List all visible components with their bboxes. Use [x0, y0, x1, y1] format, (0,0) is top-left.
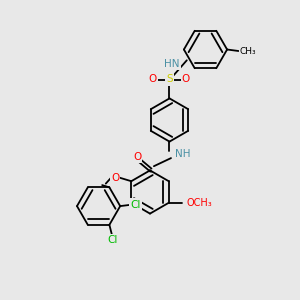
Text: OCH₃: OCH₃	[187, 198, 212, 208]
Text: NH: NH	[176, 148, 191, 159]
Text: O: O	[182, 74, 190, 85]
Text: Cl: Cl	[130, 200, 140, 210]
Text: CH₃: CH₃	[240, 46, 256, 56]
Text: HN: HN	[164, 59, 180, 69]
Text: O: O	[149, 74, 157, 85]
Text: Cl: Cl	[108, 235, 118, 245]
Text: O: O	[133, 152, 141, 162]
Text: O: O	[111, 172, 119, 183]
Text: S: S	[166, 74, 173, 85]
